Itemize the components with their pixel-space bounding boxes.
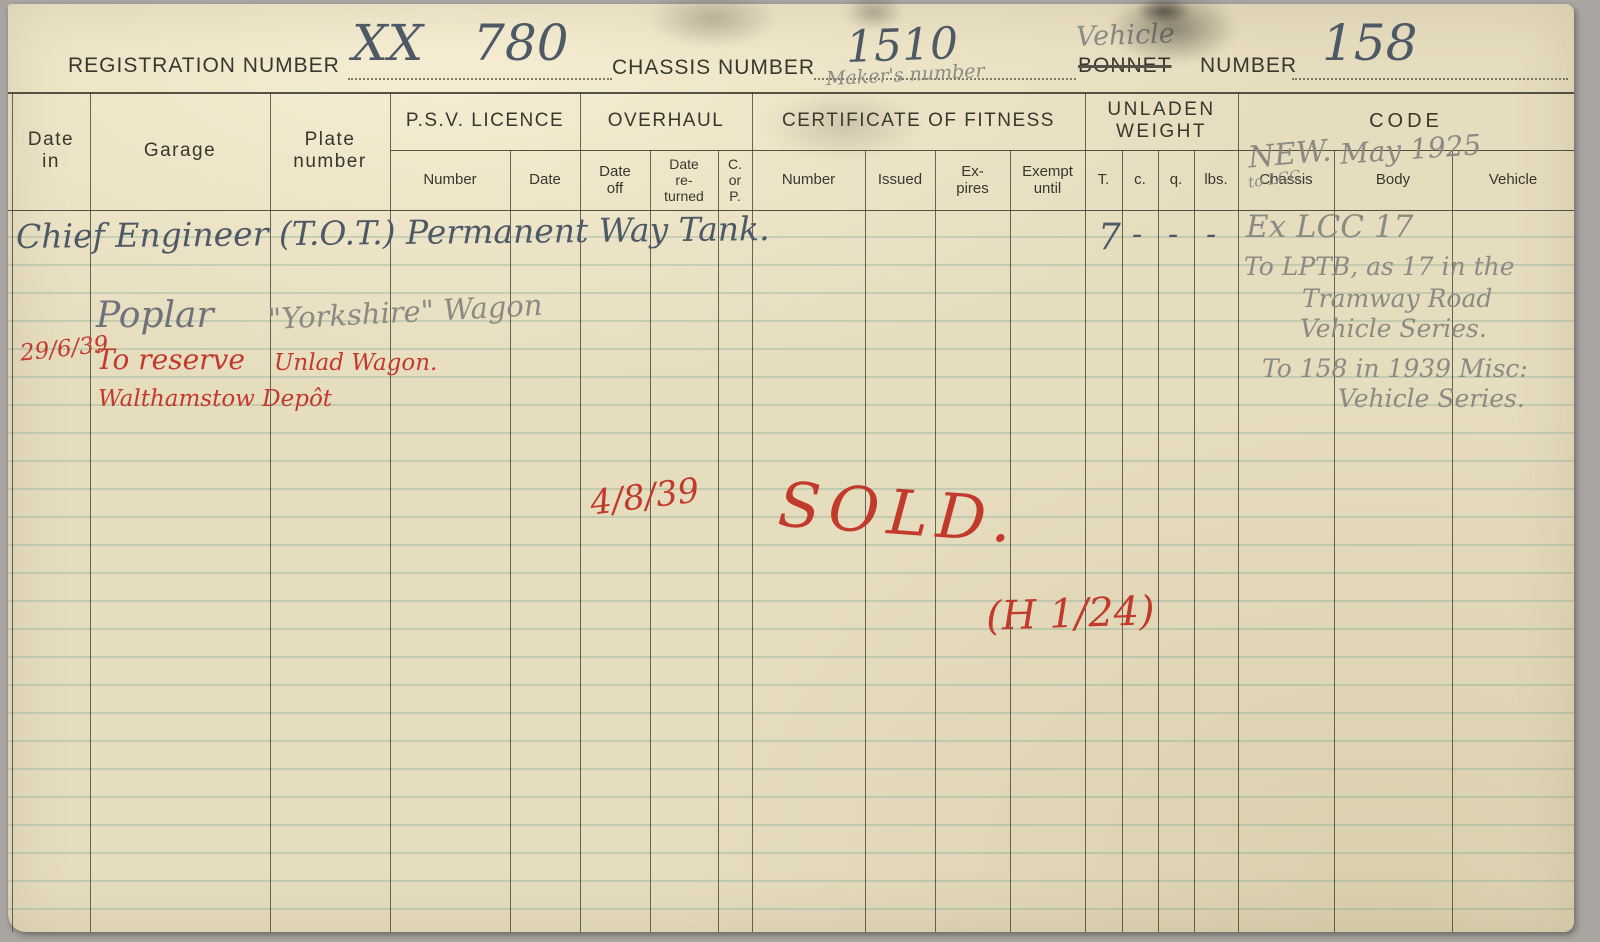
code-note-tramway-road: Tramway Road: [1302, 284, 1493, 313]
table-vline: [1334, 150, 1335, 932]
code-note-to-158: To 158 in 1939 Misc:: [1262, 354, 1528, 383]
header-bottom-line: [8, 210, 1574, 211]
table-vline: [1085, 92, 1086, 932]
column-code-vehicle: Vehicle: [1488, 171, 1538, 189]
group-code: CODE: [1369, 109, 1443, 132]
bonnet-label-struck: BONNET: [1078, 54, 1172, 77]
group-psv-licence: P.S.V. LICENCE: [405, 110, 565, 132]
table-vline: [650, 150, 651, 932]
entry-owner: Chief Engineer (T.O.T.) Permanent Way Ta…: [15, 209, 770, 256]
group-underline: [390, 150, 1574, 151]
makers-number-note: Maker's number: [825, 59, 986, 91]
group-certificate-of-fitness: CERTIFICATE OF FITNESS: [782, 110, 1055, 132]
column-weight-qtr: q.: [1169, 171, 1183, 189]
entry-plate-unlad-wagon: Unlad Wagon.: [274, 350, 438, 376]
chassis-number-label: CHASSIS NUMBER: [612, 56, 816, 79]
column-fitness-issued: Issued: [877, 171, 923, 189]
group-overhaul: OVERHAUL: [607, 110, 725, 132]
entry-garage-poplar: Poplar: [96, 295, 214, 336]
column-weight-cwt: c.: [1134, 171, 1146, 189]
entry-weight-lbs: -: [1206, 217, 1217, 252]
stain: [648, 0, 778, 48]
entry-garage-to-reserve: To reserve: [96, 343, 245, 376]
number-label: NUMBER: [1200, 54, 1298, 77]
table-vline: [1194, 150, 1195, 932]
table-vline: [1010, 150, 1011, 932]
table-vline: [752, 92, 753, 932]
table-vline: [12, 92, 13, 932]
table-vline: [865, 150, 866, 932]
table-vline: [90, 92, 91, 932]
header-top-line: [8, 92, 1574, 94]
table-vline: [580, 92, 581, 932]
column-code-body: Body: [1375, 171, 1411, 189]
table-vline: [270, 92, 271, 932]
table-vline: [390, 92, 391, 932]
column-fitness-exempt-until: Exempt until: [1022, 162, 1073, 197]
table-vline: [1122, 150, 1123, 932]
bonnet-correction-note: Vehicle: [1075, 18, 1176, 53]
column-code-chassis: Chassis: [1259, 171, 1313, 189]
entry-weight-cwt: -: [1132, 217, 1143, 252]
registration-number-label: REGISTRATION NUMBER: [68, 54, 340, 77]
code-note-vehicle-series: Vehicle Series.: [1300, 314, 1487, 343]
table-vline: [1452, 150, 1453, 932]
column-weight-lbs: lbs.: [1204, 171, 1228, 189]
column-overhaul-date-returned: Date re- turned: [664, 155, 704, 205]
code-note-ex-lcc: Ex LCC 17: [1246, 209, 1414, 245]
vehicle-number-value: 158: [1322, 14, 1418, 72]
table-vline: [718, 150, 719, 932]
column-psv-date: Date: [529, 171, 561, 189]
column-fitness-expires: Ex- pires: [956, 162, 989, 197]
column-overhaul-c-or-p: C. or P.: [728, 155, 742, 205]
registration-number-value: XX 780: [352, 14, 569, 72]
column-fitness-number: Number: [781, 171, 836, 189]
dotted-line: [1292, 78, 1568, 80]
dotted-line: [348, 78, 612, 80]
column-garage: Garage: [143, 140, 217, 162]
sold-annotation: SOLD.: [775, 467, 1022, 558]
sold-reference-annotation: (H 1/24): [985, 588, 1156, 640]
ruled-paper-lines: [8, 210, 1574, 932]
entry-weight-tons: 7: [1098, 217, 1121, 258]
column-date-in: Date in: [27, 129, 75, 172]
table-vline: [510, 150, 511, 932]
column-psv-number: Number: [423, 171, 477, 189]
table-vline: [935, 150, 936, 932]
table-vline: [1158, 150, 1159, 932]
dotted-line: [814, 78, 1076, 80]
entry-garage-walthamstow-depot: Walthamstow Depôt: [98, 386, 333, 412]
record-card: REGISTRATION NUMBER XX 780 CHASSIS NUMBE…: [8, 0, 1574, 932]
column-plate-number: Plate number: [293, 129, 367, 172]
code-note-vehicle-series-2: Vehicle Series.: [1338, 384, 1525, 413]
entry-weight-qtr: -: [1168, 217, 1179, 252]
code-note-to-lptb: To LPTB, as 17 in the: [1244, 252, 1515, 281]
group-unladen-weight: UNLADEN WEIGHT: [1107, 99, 1216, 142]
column-overhaul-date-off: Date off: [599, 162, 631, 197]
column-weight-tons: T.: [1097, 171, 1110, 189]
table-vline: [1238, 92, 1239, 932]
